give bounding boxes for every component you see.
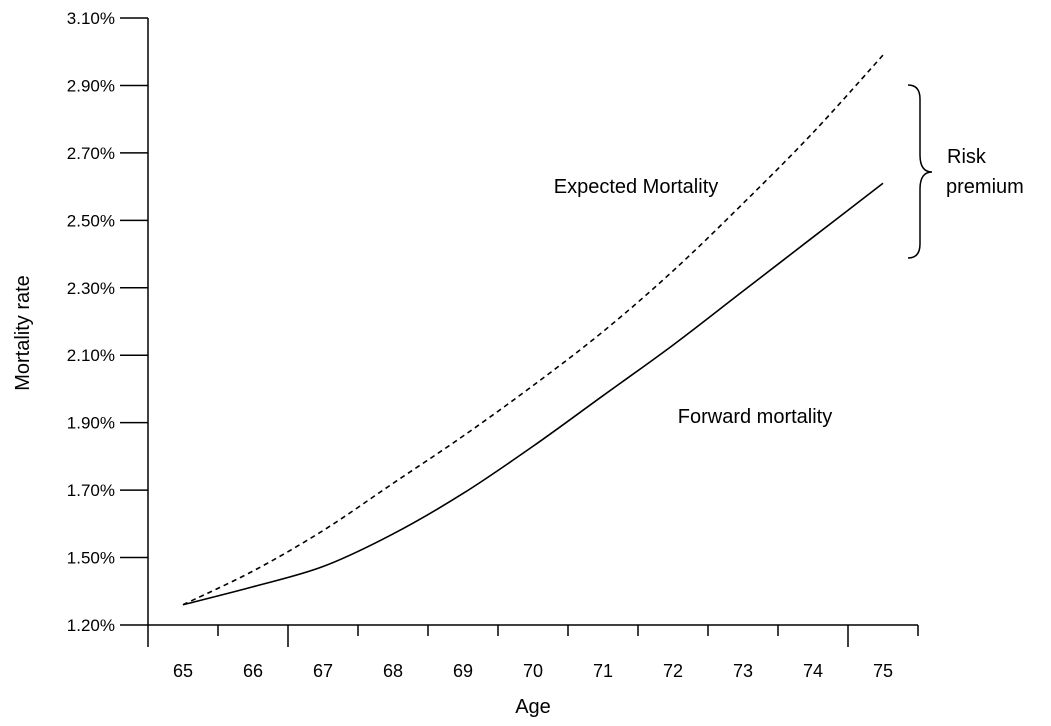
axes xyxy=(147,18,918,626)
y-tick-label: 1.20% xyxy=(67,616,115,635)
series-label-forward: Forward mortality xyxy=(678,406,832,428)
y-tick-label: 1.50% xyxy=(67,549,115,568)
forward-mortality-line xyxy=(182,182,884,606)
y-tick-label: 1.70% xyxy=(67,481,115,500)
y-tick-label: 2.50% xyxy=(67,211,115,230)
x-tick-label: 70 xyxy=(523,661,543,681)
y-tick-label: 2.70% xyxy=(67,144,115,163)
risk-premium-brace xyxy=(907,84,933,259)
x-tick-label: 75 xyxy=(873,661,893,681)
y-tick-label: 2.30% xyxy=(67,279,115,298)
x-ticks: 65 66 67 68 69 70 71 72 73 74 75 xyxy=(147,625,919,681)
y-tick-label: 2.90% xyxy=(67,76,115,95)
x-tick-label: 68 xyxy=(383,661,403,681)
y-tick-label: 3.10% xyxy=(67,9,115,28)
x-tick-label: 71 xyxy=(593,661,613,681)
expected-mortality-line xyxy=(182,54,884,606)
y-ticks: 1.20% 1.50% 1.70% 1.90% 2.10% 2.30% 2.50% 2.70%… xyxy=(67,9,148,635)
y-tick-label: 1.90% xyxy=(67,414,115,433)
x-tick-label: 67 xyxy=(313,661,333,681)
y-axis-title: Mortality rate xyxy=(12,275,34,391)
x-tick-label: 65 xyxy=(173,661,193,681)
x-tick-label: 72 xyxy=(663,661,683,681)
x-tick-label: 69 xyxy=(453,661,473,681)
x-tick-label: 66 xyxy=(243,661,263,681)
x-tick-label: 74 xyxy=(803,661,823,681)
x-axis-title: Age xyxy=(515,696,551,718)
risk-premium-label-line1: Risk xyxy=(947,146,987,168)
risk-premium-label-line2: premium xyxy=(946,176,1024,198)
x-tick-label: 73 xyxy=(733,661,753,681)
series-layer xyxy=(182,54,884,606)
series-label-expected: Expected Mortality xyxy=(554,176,719,198)
y-tick-label: 2.10% xyxy=(67,346,115,365)
